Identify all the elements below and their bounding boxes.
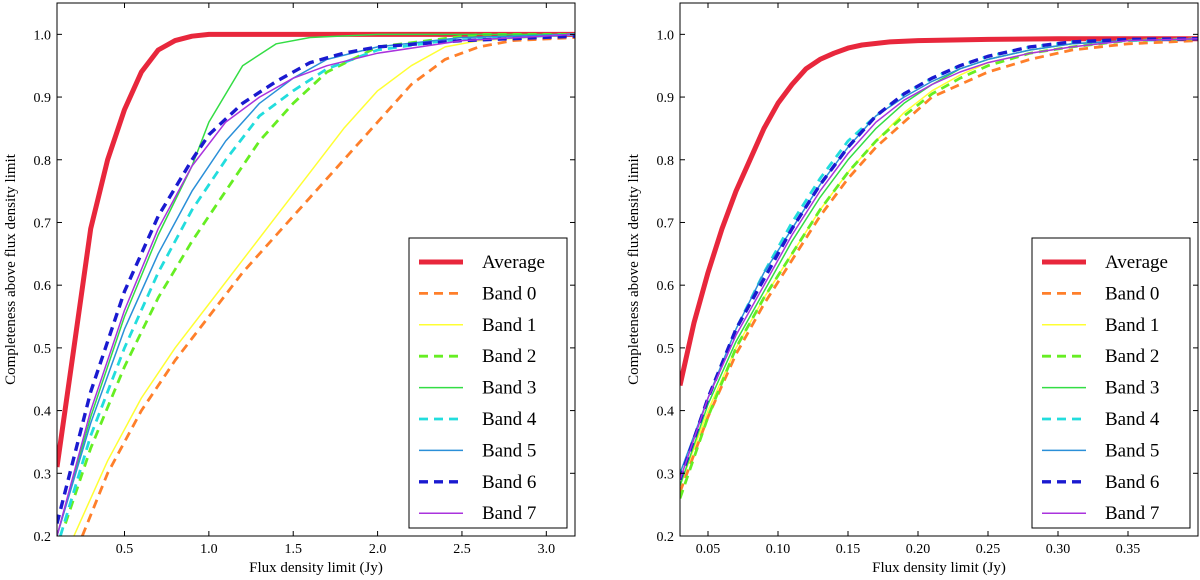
left-chart: 0.5 1.0 1.5 2.0 2.5 3.0 0.2 0.3 0.4 0.5 0.6 0.7 0.8 0… — [3, 2, 576, 576]
legend: Average Band 0 Band 1 Band 2 Band 3 Band 4 Ban… — [1031, 237, 1191, 529]
legend-label: Band 0 — [1105, 283, 1159, 304]
series-line-band-0 — [680, 39, 1198, 493]
y-tick-label: 0.7 — [657, 216, 675, 231]
y-tick-label: 0.4 — [657, 405, 675, 420]
series-line-band-6 — [680, 37, 1198, 481]
series-line-band-1 — [73, 33, 575, 536]
series-line-band-7 — [57, 33, 575, 536]
legend-label: Band 5 — [482, 440, 536, 461]
x-tick-label: 0.05 — [696, 542, 721, 557]
y-tick-label: 0.9 — [34, 91, 52, 106]
legend-label: Band 7 — [1105, 503, 1159, 524]
series-line-average — [57, 31, 575, 468]
y-axis-label: Completeness above flux density limit — [626, 153, 642, 385]
legend-label: Band 6 — [482, 472, 536, 493]
y-tick-label: 0.3 — [34, 467, 52, 482]
y-tick-label: 0.2 — [657, 530, 675, 545]
plot-area — [680, 36, 1198, 499]
legend-label: Band 1 — [482, 315, 536, 336]
legend-label: Average — [1105, 252, 1168, 273]
y-tick-label: 0.3 — [657, 467, 675, 482]
series-line-band-0 — [81, 36, 575, 536]
x-tick-label: 0.30 — [1046, 542, 1071, 557]
legend-label: Band 3 — [1105, 378, 1159, 399]
series-line-band-4 — [680, 37, 1198, 481]
legend-label: Band 7 — [482, 503, 536, 524]
right-chart: 0.05 0.10 0.15 0.20 0.25 0.30 0.35 0.2 0.3 0.4 0.5… — [626, 2, 1199, 576]
x-axis-label: Flux density limit (Jy) — [249, 560, 383, 576]
legend-label: Band 4 — [1105, 409, 1160, 430]
legend-label: Band 0 — [482, 283, 536, 304]
x-tick-label: 1.0 — [200, 542, 218, 557]
y-tick-label: 0.5 — [657, 342, 675, 357]
legend-label: Band 3 — [482, 378, 536, 399]
x-tick-label: 3.0 — [538, 542, 556, 557]
legend-label: Band 5 — [1105, 440, 1159, 461]
series-line-band-7 — [680, 37, 1198, 480]
plot-area — [57, 31, 575, 536]
y-tick-label: 1.0 — [657, 28, 675, 43]
series-line-band-5 — [680, 37, 1198, 474]
series-line-band-3 — [57, 33, 575, 536]
x-tick-label: 1.5 — [284, 542, 302, 557]
x-tick-label: 0.35 — [1116, 542, 1141, 557]
x-tick-label: 2.0 — [369, 542, 387, 557]
legend-label: Band 2 — [482, 346, 536, 367]
y-tick-label: 0.7 — [34, 216, 52, 231]
legend-label: Band 2 — [1105, 346, 1159, 367]
y-tick-label: 0.2 — [34, 530, 52, 545]
y-tick-label: 0.8 — [657, 154, 675, 169]
series-line-average — [680, 36, 1198, 387]
legend: Average Band 0 Band 1 Band 2 Band 3 Band 4 Ban… — [408, 237, 568, 529]
series-line-band-5 — [57, 33, 575, 536]
x-tick-label: 0.20 — [906, 542, 931, 557]
x-tick-label: 0.25 — [976, 542, 1001, 557]
plot-frame — [56, 2, 576, 537]
y-axis-label: Completeness above flux density limit — [3, 153, 19, 385]
y-tick-label: 0.6 — [34, 279, 52, 294]
x-tick-label: 0.5 — [116, 542, 134, 557]
legend-label: Band 6 — [1105, 472, 1159, 493]
x-tick-label: 2.5 — [453, 542, 471, 557]
y-tick-label: 0.9 — [657, 91, 675, 106]
x-axis-label: Flux density limit (Jy) — [872, 560, 1006, 576]
legend-box — [1031, 237, 1191, 529]
y-tick-label: 1.0 — [34, 28, 52, 43]
y-tick-label: 0.8 — [34, 154, 52, 169]
y-tick-label: 0.6 — [657, 279, 675, 294]
legend-box — [408, 237, 568, 529]
x-tick-label: 0.15 — [836, 542, 861, 557]
series-line-band-4 — [59, 33, 575, 536]
legend-label: Band 4 — [482, 409, 537, 430]
y-tick-label: 0.4 — [34, 405, 52, 420]
y-tick-label: 0.5 — [34, 342, 52, 357]
legend-label: Average — [482, 252, 545, 273]
series-line-band-6 — [57, 34, 575, 524]
plot-frame — [679, 2, 1199, 537]
legend-label: Band 1 — [1105, 315, 1159, 336]
x-tick-label: 0.10 — [766, 542, 791, 557]
